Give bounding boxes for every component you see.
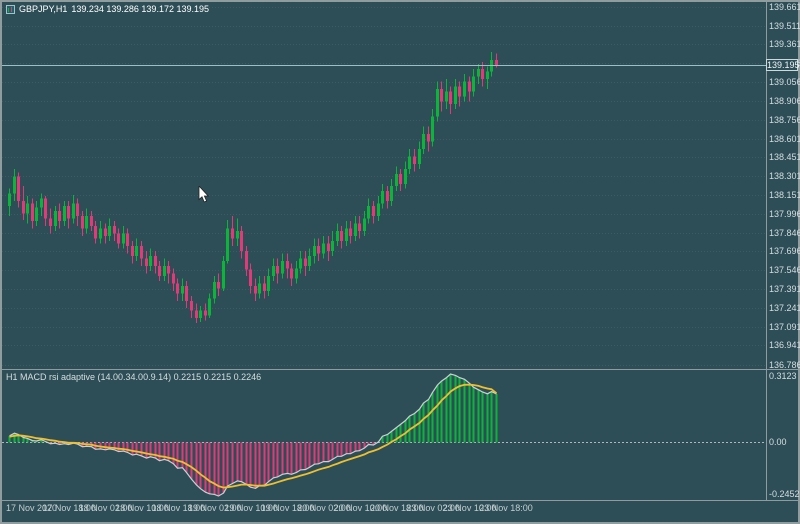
time-axis-label: 19 Nov 10:00 bbox=[224, 503, 278, 513]
time-axis-label: 18 Nov 02:00 bbox=[78, 503, 133, 513]
indicator-axis-max: 0.3123 bbox=[769, 371, 797, 381]
time-axis-label: 17 Nov 18:00 bbox=[42, 503, 96, 513]
price-axis-label: 138.601 bbox=[769, 133, 800, 144]
price-axis-label: 138.756 bbox=[769, 114, 800, 125]
indicator-axis-zero: 0.00 bbox=[769, 437, 787, 447]
time-axis-label: 23 Nov 02:00 bbox=[406, 503, 460, 513]
time-axis-label: 18 Nov 18:00 bbox=[151, 503, 206, 513]
price-axis-label: 138.906 bbox=[769, 95, 800, 106]
price-axis-label: 137.696 bbox=[769, 246, 800, 257]
price-axis-label: 136.941 bbox=[769, 340, 800, 351]
time-axis-label: 17 Nov 2020 bbox=[6, 503, 58, 513]
price-axis-label: 137.546 bbox=[769, 265, 800, 276]
mouse-cursor-icon bbox=[198, 186, 210, 203]
time-axis-label: 20 Nov 02:00 bbox=[297, 503, 351, 513]
indicator-title: H1 MACD rsi adaptive (14.00.34.00.9.14) … bbox=[6, 372, 261, 382]
current-price-value: 139.195 bbox=[767, 59, 800, 70]
time-axis[interactable]: 17 Nov 2020 17 Nov 18:00 18 Nov 02:00 18 No… bbox=[0, 503, 800, 519]
price-axis-label: 137.996 bbox=[769, 209, 800, 220]
price-axis-label: 139.661 bbox=[769, 1, 800, 12]
price-axis-label: 138.151 bbox=[769, 189, 800, 200]
chart-icon bbox=[6, 4, 15, 14]
time-axis-label: 23 Nov 18:00 bbox=[479, 503, 533, 513]
price-axis-label: 137.391 bbox=[769, 284, 800, 295]
indicator-axis-min: -0.2452 bbox=[769, 489, 800, 499]
price-axis[interactable]: 139.661139.511139.361139.206139.056138.9… bbox=[768, 0, 800, 500]
time-axis-label: 18 Nov 10:00 bbox=[115, 503, 169, 513]
time-axis-label: 23 Nov 10:00 bbox=[442, 503, 497, 513]
time-axis-label: 20 Nov 10:00 bbox=[333, 503, 388, 513]
time-axis-label: 20 Nov 18:00 bbox=[370, 503, 424, 513]
price-axis-label: 139.056 bbox=[769, 77, 800, 88]
price-axis-label: 138.451 bbox=[769, 152, 800, 163]
price-axis-label: 139.361 bbox=[769, 39, 800, 50]
price-axis-label: 137.091 bbox=[769, 321, 800, 332]
time-axis-label: 19 Nov 02:00 bbox=[188, 503, 242, 513]
time-axis-label: 19 Nov 18:00 bbox=[260, 503, 315, 513]
price-axis-label: 136.786 bbox=[769, 359, 800, 370]
symbol-quote: GBPJPY,H1 139.234 139.286 139.172 139.19… bbox=[6, 4, 209, 14]
indicator-name: H1 MACD rsi adaptive (14.00.34.00.9.14) bbox=[6, 372, 172, 382]
quote-ohlc: 139.234 139.286 139.172 139.195 bbox=[71, 4, 209, 14]
price-axis-label: 138.301 bbox=[769, 171, 800, 182]
quote-symbol: GBPJPY,H1 bbox=[19, 4, 68, 14]
price-axis-label: 137.846 bbox=[769, 227, 800, 238]
current-price-badge: 139.195 bbox=[766, 58, 800, 71]
indicator-values: 0.2215 0.2215 0.2246 bbox=[173, 372, 262, 382]
price-axis-label: 137.241 bbox=[769, 303, 800, 314]
price-axis-label: 139.511 bbox=[769, 20, 800, 31]
